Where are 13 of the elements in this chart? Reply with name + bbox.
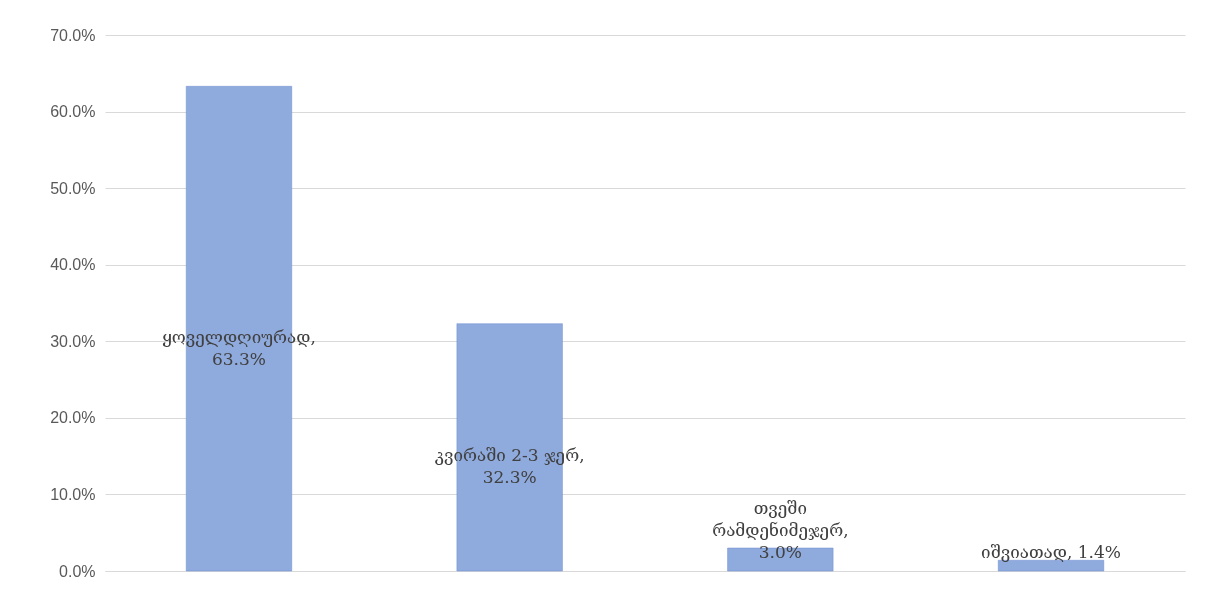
y-tick-label: 10.0% (50, 485, 96, 503)
bar (727, 547, 834, 572)
data-label: ყოველდღიურად, 63.3% (162, 326, 316, 369)
y-tick-label: 50.0% (50, 179, 96, 197)
data-label: თვეში რამდენიმეჯერ, 3.0% (712, 497, 849, 562)
y-tick-label: 70.0% (50, 26, 96, 44)
y-tick-label: 0.0% (59, 562, 96, 580)
y-tick-label: 60.0% (50, 103, 96, 121)
bar (997, 560, 1105, 572)
y-tick-label: 20.0% (50, 409, 96, 427)
data-label: იშვიათად, 1.4% (981, 542, 1121, 563)
y-tick-label: 40.0% (50, 256, 96, 274)
y-tick-label: 30.0% (50, 332, 96, 350)
